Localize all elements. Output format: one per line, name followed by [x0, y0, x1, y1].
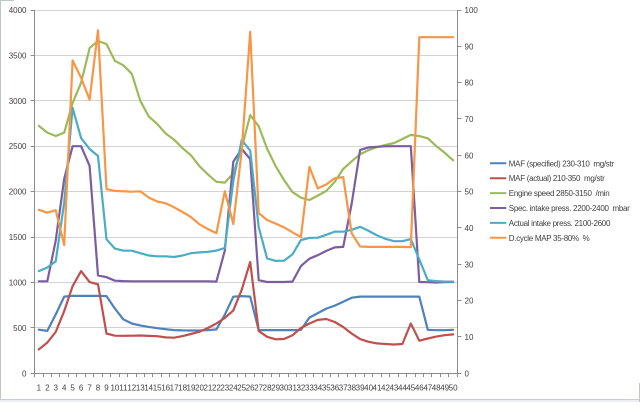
svg-text:28: 28	[263, 384, 272, 393]
svg-text:40: 40	[364, 384, 373, 393]
svg-text:13: 13	[136, 384, 145, 393]
svg-text:35: 35	[322, 384, 331, 393]
svg-text:11: 11	[119, 384, 128, 393]
svg-text:2500: 2500	[9, 142, 27, 151]
svg-text:33: 33	[305, 384, 314, 393]
svg-text:17: 17	[170, 384, 179, 393]
svg-text:3500: 3500	[9, 51, 27, 60]
svg-text:7: 7	[87, 384, 92, 393]
svg-text:10: 10	[110, 384, 119, 393]
svg-text:80: 80	[465, 79, 474, 88]
svg-text:8: 8	[96, 384, 101, 393]
svg-text:3000: 3000	[9, 97, 27, 106]
svg-text:43: 43	[389, 384, 398, 393]
svg-text:D.cycle MAP 35-80% %: D.cycle MAP 35-80% %	[509, 234, 590, 243]
svg-text:25: 25	[237, 384, 246, 393]
svg-text:2000: 2000	[9, 188, 27, 197]
svg-text:30: 30	[465, 260, 474, 269]
svg-text:23: 23	[220, 384, 229, 393]
svg-text:20: 20	[465, 297, 474, 306]
svg-text:90: 90	[465, 42, 474, 51]
svg-text:3: 3	[53, 384, 58, 393]
svg-text:32: 32	[296, 384, 305, 393]
svg-text:22: 22	[212, 384, 221, 393]
svg-text:31: 31	[288, 384, 297, 393]
svg-text:Spec. intake press. 2200-2400: Spec. intake press. 2200-2400 mbar	[509, 204, 630, 213]
svg-text:4000: 4000	[9, 6, 27, 15]
svg-text:15: 15	[153, 384, 162, 393]
svg-text:100: 100	[465, 6, 479, 15]
svg-text:500: 500	[13, 324, 27, 333]
svg-text:Actual intake press. 2100-2600: Actual intake press. 2100-2600	[509, 219, 611, 228]
svg-text:30: 30	[280, 384, 289, 393]
svg-text:0: 0	[465, 369, 470, 378]
svg-text:27: 27	[254, 384, 263, 393]
svg-text:34: 34	[313, 384, 322, 393]
svg-text:60: 60	[465, 151, 474, 160]
svg-text:21: 21	[203, 384, 212, 393]
svg-text:70: 70	[465, 115, 474, 124]
svg-text:4: 4	[62, 384, 67, 393]
svg-text:37: 37	[339, 384, 348, 393]
svg-text:1: 1	[37, 384, 42, 393]
svg-text:9: 9	[104, 384, 109, 393]
svg-text:5: 5	[70, 384, 75, 393]
svg-text:48: 48	[432, 384, 441, 393]
svg-text:MAF (actual) 210-350 mg/str: MAF (actual) 210-350 mg/str	[509, 174, 605, 183]
svg-text:26: 26	[246, 384, 255, 393]
svg-text:40: 40	[465, 224, 474, 233]
svg-text:1500: 1500	[9, 233, 27, 242]
svg-text:Engine speed 2850-3150 /min: Engine speed 2850-3150 /min	[509, 189, 610, 198]
svg-text:10: 10	[465, 333, 474, 342]
svg-text:0: 0	[22, 369, 27, 378]
svg-text:50: 50	[465, 188, 474, 197]
svg-text:49: 49	[440, 384, 449, 393]
svg-text:44: 44	[398, 384, 407, 393]
svg-text:41: 41	[373, 384, 382, 393]
svg-text:1000: 1000	[9, 279, 27, 288]
svg-text:12: 12	[127, 384, 136, 393]
svg-text:39: 39	[356, 384, 365, 393]
svg-text:50: 50	[449, 384, 458, 393]
svg-text:MAF (specified) 230-310 mg/st: MAF (specified) 230-310 mg/str	[509, 159, 615, 168]
svg-text:2: 2	[45, 384, 50, 393]
svg-text:36: 36	[330, 384, 339, 393]
svg-text:20: 20	[195, 384, 204, 393]
svg-text:42: 42	[381, 384, 390, 393]
svg-text:16: 16	[161, 384, 170, 393]
svg-text:46: 46	[415, 384, 424, 393]
svg-text:29: 29	[271, 384, 280, 393]
svg-text:24: 24	[229, 384, 238, 393]
svg-text:38: 38	[347, 384, 356, 393]
svg-text:18: 18	[178, 384, 187, 393]
svg-text:45: 45	[406, 384, 415, 393]
svg-text:6: 6	[79, 384, 84, 393]
svg-text:47: 47	[423, 384, 432, 393]
svg-text:19: 19	[187, 384, 196, 393]
svg-text:14: 14	[144, 384, 153, 393]
